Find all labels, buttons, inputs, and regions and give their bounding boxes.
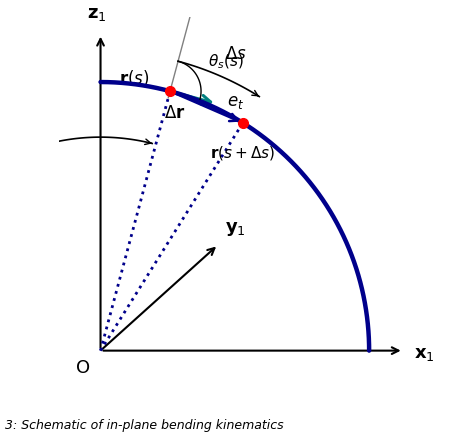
Text: $\Delta\mathbf{r}$: $\Delta\mathbf{r}$ (164, 104, 186, 122)
Text: 3: Schematic of in-plane bending kinematics: 3: Schematic of in-plane bending kinemat… (5, 419, 283, 432)
Text: $\theta_s(s)$: $\theta_s(s)$ (208, 52, 244, 70)
Text: O: O (76, 359, 90, 377)
Text: $\mathbf{y}_1$: $\mathbf{y}_1$ (225, 220, 246, 238)
Text: $\mathbf{x}_1$: $\mathbf{x}_1$ (414, 345, 435, 363)
Text: $\mathbf{r}(s+\Delta s)$: $\mathbf{r}(s+\Delta s)$ (210, 144, 275, 161)
Text: $\mathbf{r}(s)$: $\mathbf{r}(s)$ (119, 68, 149, 88)
Text: $\mathbf{z}_1$: $\mathbf{z}_1$ (87, 6, 107, 23)
Text: $\Delta s$: $\Delta s$ (225, 45, 247, 63)
Text: $e_t$: $e_t$ (227, 93, 244, 111)
